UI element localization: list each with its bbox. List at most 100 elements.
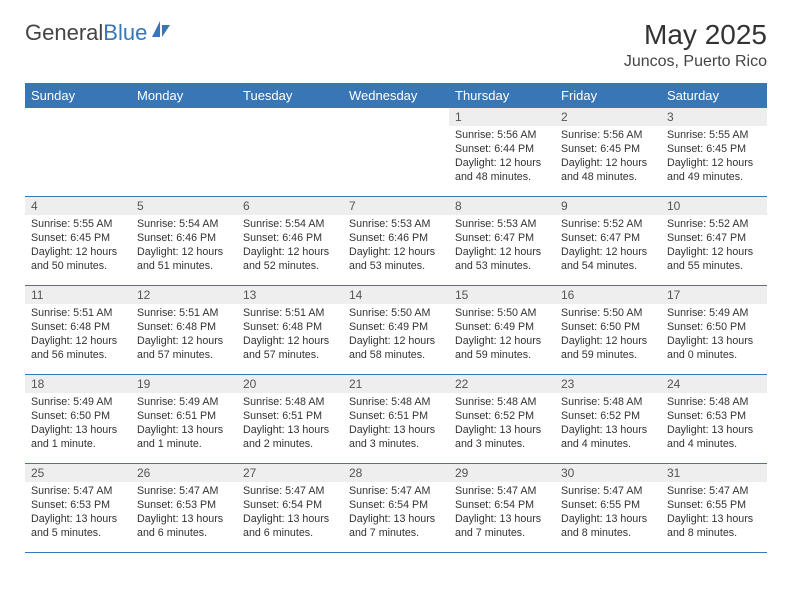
day-detail: Sunrise: 5:49 AMSunset: 6:50 PMDaylight:… xyxy=(25,393,131,456)
day-cell: 31Sunrise: 5:47 AMSunset: 6:55 PMDayligh… xyxy=(661,463,767,552)
title-block: May 2025 Juncos, Puerto Rico xyxy=(624,20,767,71)
weekday-header-row: SundayMondayTuesdayWednesdayThursdayFrid… xyxy=(25,83,767,107)
day-detail: Sunrise: 5:55 AMSunset: 6:45 PMDaylight:… xyxy=(661,126,767,189)
day-detail: Sunrise: 5:47 AMSunset: 6:55 PMDaylight:… xyxy=(661,482,767,545)
day-cell xyxy=(237,107,343,196)
day-cell: 22Sunrise: 5:48 AMSunset: 6:52 PMDayligh… xyxy=(449,374,555,463)
day-number: 24 xyxy=(661,375,767,393)
day-detail: Sunrise: 5:51 AMSunset: 6:48 PMDaylight:… xyxy=(131,304,237,367)
day-cell: 25Sunrise: 5:47 AMSunset: 6:53 PMDayligh… xyxy=(25,463,131,552)
day-number-empty xyxy=(343,108,449,126)
day-cell: 2Sunrise: 5:56 AMSunset: 6:45 PMDaylight… xyxy=(555,107,661,196)
day-number: 6 xyxy=(237,197,343,215)
day-number: 8 xyxy=(449,197,555,215)
calendar-body: 1Sunrise: 5:56 AMSunset: 6:44 PMDaylight… xyxy=(25,107,767,552)
day-detail: Sunrise: 5:49 AMSunset: 6:51 PMDaylight:… xyxy=(131,393,237,456)
day-detail: Sunrise: 5:53 AMSunset: 6:46 PMDaylight:… xyxy=(343,215,449,278)
day-detail: Sunrise: 5:52 AMSunset: 6:47 PMDaylight:… xyxy=(555,215,661,278)
weekday-header: Tuesday xyxy=(237,83,343,107)
day-number: 3 xyxy=(661,108,767,126)
day-cell: 5Sunrise: 5:54 AMSunset: 6:46 PMDaylight… xyxy=(131,196,237,285)
weekday-header: Saturday xyxy=(661,83,767,107)
week-row: 11Sunrise: 5:51 AMSunset: 6:48 PMDayligh… xyxy=(25,285,767,374)
day-detail: Sunrise: 5:55 AMSunset: 6:45 PMDaylight:… xyxy=(25,215,131,278)
day-cell: 1Sunrise: 5:56 AMSunset: 6:44 PMDaylight… xyxy=(449,107,555,196)
day-detail: Sunrise: 5:48 AMSunset: 6:52 PMDaylight:… xyxy=(449,393,555,456)
day-number: 22 xyxy=(449,375,555,393)
day-cell: 15Sunrise: 5:50 AMSunset: 6:49 PMDayligh… xyxy=(449,285,555,374)
day-cell: 3Sunrise: 5:55 AMSunset: 6:45 PMDaylight… xyxy=(661,107,767,196)
day-number-empty xyxy=(25,108,131,126)
day-cell: 16Sunrise: 5:50 AMSunset: 6:50 PMDayligh… xyxy=(555,285,661,374)
calendar-page: GeneralBlue May 2025 Juncos, Puerto Rico… xyxy=(0,0,792,612)
day-cell: 13Sunrise: 5:51 AMSunset: 6:48 PMDayligh… xyxy=(237,285,343,374)
day-number: 15 xyxy=(449,286,555,304)
day-number: 9 xyxy=(555,197,661,215)
day-cell: 23Sunrise: 5:48 AMSunset: 6:52 PMDayligh… xyxy=(555,374,661,463)
day-detail: Sunrise: 5:52 AMSunset: 6:47 PMDaylight:… xyxy=(661,215,767,278)
day-number: 10 xyxy=(661,197,767,215)
day-detail: Sunrise: 5:48 AMSunset: 6:51 PMDaylight:… xyxy=(237,393,343,456)
day-detail: Sunrise: 5:50 AMSunset: 6:49 PMDaylight:… xyxy=(343,304,449,367)
day-cell: 19Sunrise: 5:49 AMSunset: 6:51 PMDayligh… xyxy=(131,374,237,463)
day-detail: Sunrise: 5:47 AMSunset: 6:54 PMDaylight:… xyxy=(343,482,449,545)
day-number: 17 xyxy=(661,286,767,304)
day-detail: Sunrise: 5:51 AMSunset: 6:48 PMDaylight:… xyxy=(25,304,131,367)
day-cell: 24Sunrise: 5:48 AMSunset: 6:53 PMDayligh… xyxy=(661,374,767,463)
day-detail: Sunrise: 5:48 AMSunset: 6:53 PMDaylight:… xyxy=(661,393,767,456)
day-cell: 9Sunrise: 5:52 AMSunset: 6:47 PMDaylight… xyxy=(555,196,661,285)
day-cell: 12Sunrise: 5:51 AMSunset: 6:48 PMDayligh… xyxy=(131,285,237,374)
day-detail: Sunrise: 5:48 AMSunset: 6:52 PMDaylight:… xyxy=(555,393,661,456)
day-cell: 27Sunrise: 5:47 AMSunset: 6:54 PMDayligh… xyxy=(237,463,343,552)
week-row: 25Sunrise: 5:47 AMSunset: 6:53 PMDayligh… xyxy=(25,463,767,552)
day-number: 1 xyxy=(449,108,555,126)
day-number: 13 xyxy=(237,286,343,304)
day-number: 30 xyxy=(555,464,661,482)
day-detail: Sunrise: 5:51 AMSunset: 6:48 PMDaylight:… xyxy=(237,304,343,367)
day-number: 19 xyxy=(131,375,237,393)
weekday-header: Monday xyxy=(131,83,237,107)
day-cell: 28Sunrise: 5:47 AMSunset: 6:54 PMDayligh… xyxy=(343,463,449,552)
day-number: 20 xyxy=(237,375,343,393)
day-detail: Sunrise: 5:47 AMSunset: 6:53 PMDaylight:… xyxy=(131,482,237,545)
day-number: 28 xyxy=(343,464,449,482)
month-title: May 2025 xyxy=(624,20,767,51)
day-detail: Sunrise: 5:47 AMSunset: 6:54 PMDaylight:… xyxy=(237,482,343,545)
day-cell: 30Sunrise: 5:47 AMSunset: 6:55 PMDayligh… xyxy=(555,463,661,552)
day-number: 21 xyxy=(343,375,449,393)
day-cell: 11Sunrise: 5:51 AMSunset: 6:48 PMDayligh… xyxy=(25,285,131,374)
day-detail: Sunrise: 5:56 AMSunset: 6:44 PMDaylight:… xyxy=(449,126,555,189)
day-cell: 29Sunrise: 5:47 AMSunset: 6:54 PMDayligh… xyxy=(449,463,555,552)
day-number: 4 xyxy=(25,197,131,215)
day-detail: Sunrise: 5:54 AMSunset: 6:46 PMDaylight:… xyxy=(131,215,237,278)
sail-icon xyxy=(150,19,172,45)
weekday-header: Sunday xyxy=(25,83,131,107)
day-cell: 21Sunrise: 5:48 AMSunset: 6:51 PMDayligh… xyxy=(343,374,449,463)
week-row: 18Sunrise: 5:49 AMSunset: 6:50 PMDayligh… xyxy=(25,374,767,463)
day-cell xyxy=(25,107,131,196)
day-cell: 8Sunrise: 5:53 AMSunset: 6:47 PMDaylight… xyxy=(449,196,555,285)
day-cell: 7Sunrise: 5:53 AMSunset: 6:46 PMDaylight… xyxy=(343,196,449,285)
logo-text-blue: Blue xyxy=(103,20,147,46)
day-number: 18 xyxy=(25,375,131,393)
day-cell: 10Sunrise: 5:52 AMSunset: 6:47 PMDayligh… xyxy=(661,196,767,285)
day-number: 7 xyxy=(343,197,449,215)
day-detail: Sunrise: 5:47 AMSunset: 6:55 PMDaylight:… xyxy=(555,482,661,545)
week-row: 4Sunrise: 5:55 AMSunset: 6:45 PMDaylight… xyxy=(25,196,767,285)
calendar-table: SundayMondayTuesdayWednesdayThursdayFrid… xyxy=(25,83,767,553)
day-detail: Sunrise: 5:47 AMSunset: 6:53 PMDaylight:… xyxy=(25,482,131,545)
day-cell: 18Sunrise: 5:49 AMSunset: 6:50 PMDayligh… xyxy=(25,374,131,463)
day-number: 26 xyxy=(131,464,237,482)
day-detail: Sunrise: 5:48 AMSunset: 6:51 PMDaylight:… xyxy=(343,393,449,456)
weekday-header: Wednesday xyxy=(343,83,449,107)
logo: GeneralBlue xyxy=(25,20,172,46)
location-label: Juncos, Puerto Rico xyxy=(624,53,767,71)
day-number: 5 xyxy=(131,197,237,215)
day-cell xyxy=(131,107,237,196)
day-number: 29 xyxy=(449,464,555,482)
day-detail: Sunrise: 5:47 AMSunset: 6:54 PMDaylight:… xyxy=(449,482,555,545)
day-detail: Sunrise: 5:49 AMSunset: 6:50 PMDaylight:… xyxy=(661,304,767,367)
day-number: 25 xyxy=(25,464,131,482)
day-number-empty xyxy=(131,108,237,126)
day-detail: Sunrise: 5:56 AMSunset: 6:45 PMDaylight:… xyxy=(555,126,661,189)
